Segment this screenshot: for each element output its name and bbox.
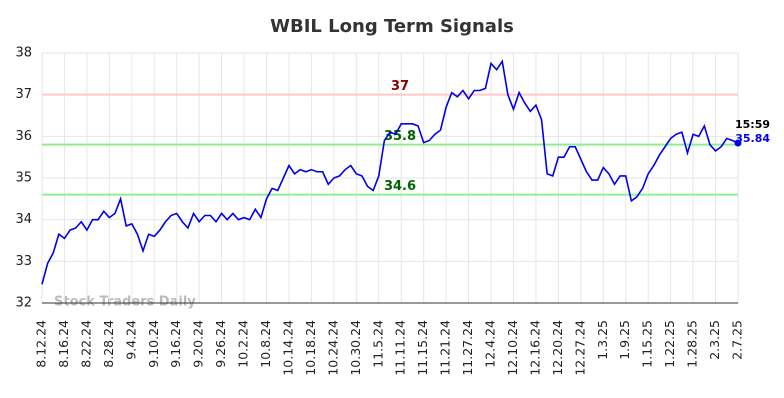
- x-tick-label: 11.11.24: [393, 320, 408, 376]
- x-tick-label: 2.7.25: [730, 320, 745, 360]
- x-tick-label: 1.28.25: [685, 320, 700, 368]
- last-value: 35.84: [735, 132, 770, 145]
- x-tick-label: 10.24.24: [325, 320, 340, 376]
- x-tick-label: 9.16.24: [168, 320, 183, 368]
- reference-label: 34.6: [384, 179, 416, 194]
- y-tick-label: 34: [15, 212, 32, 227]
- x-tick-label: 8.12.24: [34, 320, 49, 368]
- x-tick-label: 12.16.24: [527, 320, 542, 376]
- y-tick-label: 32: [15, 296, 32, 311]
- x-tick-label: 11.15.24: [415, 320, 430, 376]
- x-tick-label: 8.28.24: [101, 320, 116, 368]
- x-tick-label: 9.4.24: [123, 320, 138, 360]
- x-tick-label: 9.20.24: [191, 320, 206, 368]
- x-tick-label: 10.8.24: [258, 320, 273, 368]
- y-tick-label: 37: [15, 87, 32, 102]
- x-tick-label: 10.30.24: [348, 320, 363, 376]
- x-tick-label: 12.4.24: [483, 320, 498, 368]
- x-tick-label: 12.20.24: [550, 320, 565, 376]
- x-tick-label: 11.27.24: [460, 320, 475, 376]
- last-point: [734, 139, 742, 147]
- y-tick-label: 35: [15, 171, 32, 186]
- x-tick-label: 11.21.24: [438, 320, 453, 376]
- reference-label: 37: [391, 79, 409, 94]
- x-tick-label: 12.27.24: [572, 320, 587, 376]
- x-tick-label: 9.10.24: [146, 320, 161, 368]
- y-tick-label: 36: [15, 129, 32, 144]
- x-tick-label: 2.3.25: [707, 320, 722, 360]
- x-tick-label: 1.22.25: [662, 320, 677, 368]
- y-tick-label: 38: [15, 46, 32, 61]
- y-tick-label: 33: [15, 254, 32, 269]
- x-tick-label: 9.26.24: [213, 320, 228, 368]
- reference-label: 35.8: [384, 129, 416, 144]
- x-tick-label: 10.14.24: [280, 320, 295, 376]
- x-tick-label: 12.10.24: [505, 320, 520, 376]
- x-tick-label: 1.9.25: [617, 320, 632, 360]
- x-tick-label: 8.16.24: [56, 320, 71, 368]
- x-tick-label: 1.15.25: [640, 320, 655, 368]
- last-time: 15:59: [735, 118, 770, 131]
- x-tick-label: 11.5.24: [370, 320, 385, 368]
- price-line: [41, 59, 739, 285]
- x-tick-label: 1.3.25: [595, 320, 610, 360]
- watermark: Stock Traders Daily: [54, 295, 196, 310]
- chart-title: WBIL Long Term Signals: [270, 16, 514, 37]
- x-tick-label: 10.2.24: [236, 320, 251, 368]
- x-tick-label: 8.22.24: [78, 320, 93, 368]
- x-tick-label: 10.18.24: [303, 320, 318, 376]
